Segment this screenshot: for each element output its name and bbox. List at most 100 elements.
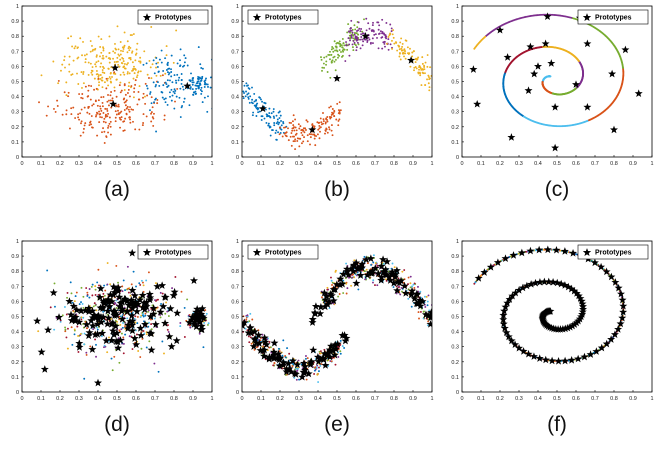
prototype-star: [554, 356, 563, 365]
prototype-star: [610, 330, 619, 338]
data-point: [292, 140, 295, 143]
data-point: [150, 26, 153, 28]
data-point: [414, 61, 417, 64]
data-point: [95, 70, 98, 72]
prototype-star: [267, 353, 276, 361]
data-point: [299, 125, 302, 128]
data-point: [122, 342, 125, 345]
data-point: [195, 87, 198, 90]
data-point: [253, 348, 256, 351]
data-point: [396, 49, 399, 52]
data-point: [90, 71, 93, 74]
prototype-star: [109, 326, 117, 335]
data-point: [119, 126, 122, 129]
data-point: [166, 71, 169, 74]
prototype-star: [131, 297, 140, 306]
data-point: [182, 88, 185, 91]
data-point: [340, 44, 343, 47]
data-point: [73, 300, 76, 303]
data-point: [99, 55, 101, 58]
data-point: [151, 106, 154, 109]
data-point: [121, 56, 124, 59]
data-point: [155, 130, 158, 133]
data-point: [103, 130, 106, 133]
prototype-star: [541, 355, 550, 364]
data-point: [424, 306, 427, 308]
data-point: [115, 60, 118, 63]
data-point: [64, 66, 66, 69]
prototype-star: [195, 310, 204, 319]
prototype-star: [55, 313, 64, 321]
x-tick-label: 0.2: [496, 161, 504, 167]
data-point: [357, 43, 360, 46]
data-point: [65, 113, 68, 116]
x-tick-label: 0.9: [629, 161, 637, 167]
prototype-star: [407, 56, 416, 64]
legend-box: [577, 244, 649, 260]
prototype-star: [358, 259, 367, 268]
data-point: [417, 290, 420, 293]
data-point: [243, 84, 246, 87]
data-point: [125, 107, 128, 110]
y-tick-label: 0.9: [11, 254, 19, 260]
prototype-star: [288, 356, 297, 365]
data-point: [130, 283, 133, 286]
data-point: [122, 50, 124, 53]
data-point: [164, 312, 167, 315]
data-point: [426, 304, 429, 307]
data-point: [398, 45, 401, 48]
data-point: [133, 65, 135, 68]
data-point: [167, 330, 170, 333]
data-point: [161, 340, 164, 343]
x-tick-label: 0.1: [477, 161, 485, 167]
x-tick-label: 0.3: [515, 161, 523, 167]
prototype-star: [388, 267, 397, 276]
data-point: [357, 33, 359, 36]
data-point: [136, 315, 139, 318]
x-tick-label: 0.1: [477, 396, 485, 402]
y-tick-label: 0.3: [231, 345, 239, 351]
data-point: [261, 115, 264, 118]
data-point: [154, 98, 157, 101]
data-point: [183, 97, 186, 100]
data-point: [84, 61, 87, 64]
data-point: [94, 288, 97, 291]
data-point: [94, 294, 97, 296]
y-tick-label: 0.3: [451, 110, 459, 116]
data-point: [123, 84, 126, 87]
prototype-star: [124, 301, 133, 309]
prototype-star: [566, 322, 575, 331]
y-tick-label: 0.4: [231, 330, 239, 336]
data-point: [166, 79, 169, 82]
data-point: [276, 120, 279, 123]
prototype-star: [138, 291, 147, 299]
data-point: [368, 27, 371, 30]
data-point: [74, 45, 77, 48]
data-point: [164, 97, 167, 100]
data-point: [116, 56, 119, 59]
data-point: [94, 304, 97, 307]
data-point: [99, 112, 102, 115]
data-point: [191, 81, 194, 84]
data-point: [155, 57, 158, 59]
prototype-star: [535, 245, 544, 254]
data-point: [263, 117, 266, 120]
data-point: [85, 53, 88, 56]
data-point: [87, 95, 90, 98]
prototype-star: [517, 248, 526, 257]
data-point: [428, 86, 431, 89]
data-point: [133, 317, 136, 320]
prototype-star: [567, 356, 576, 364]
data-point: [109, 77, 112, 80]
data-point: [98, 84, 100, 87]
data-point: [100, 96, 103, 99]
x-tick-label: 0.9: [629, 396, 637, 402]
data-point: [102, 96, 105, 98]
data-point: [207, 322, 210, 325]
data-point: [421, 56, 424, 59]
prototype-star: [602, 267, 611, 276]
prototype-star: [347, 264, 356, 273]
prototype-star: [503, 298, 512, 307]
data-point: [358, 27, 361, 30]
data-point: [337, 42, 340, 45]
